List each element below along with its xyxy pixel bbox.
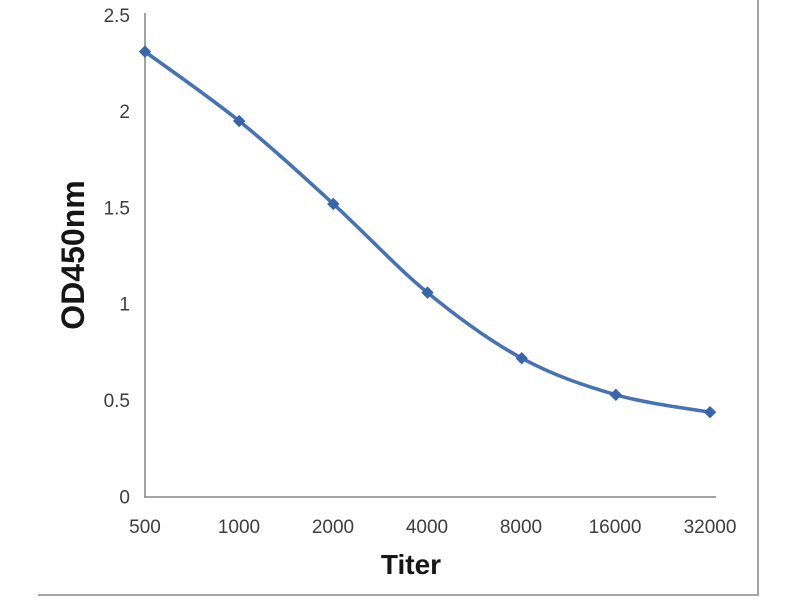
y-tick-label: 2.5 [104, 6, 130, 27]
y-tick-label: 1.5 [104, 199, 130, 220]
y-axis-tick-labels: 2.5 2 1.5 1 0.5 0 [104, 6, 130, 509]
y-tick-label: 0.5 [104, 391, 130, 412]
x-tick-label: 16000 [589, 517, 642, 538]
x-tick-label: 4000 [406, 517, 448, 538]
data-point-marker [515, 351, 528, 365]
x-tick-label: 32000 [684, 517, 737, 538]
series-line [143, 49, 712, 414]
y-tick-label: 1 [119, 295, 130, 316]
data-point-marker [609, 388, 623, 402]
x-tick-label: 2000 [312, 517, 354, 538]
x-axis-tick-labels: 500 1000 2000 4000 8000 16000 32000 [129, 517, 736, 538]
data-point-marker [138, 45, 152, 58]
y-tick-label: 2 [119, 102, 130, 123]
data-point-marker [421, 286, 434, 299]
x-axis-title: Titer [381, 549, 441, 580]
data-point-marker [703, 405, 717, 419]
y-tick-label: 0 [119, 488, 130, 509]
x-tick-label: 1000 [218, 517, 260, 538]
x-tick-label: 500 [129, 517, 161, 538]
x-tick-label: 8000 [500, 517, 542, 538]
data-point-marker [327, 197, 340, 211]
data-point-markers [138, 45, 717, 419]
y-axis-title: OD450nm [55, 180, 91, 329]
data-point-marker [232, 114, 246, 128]
